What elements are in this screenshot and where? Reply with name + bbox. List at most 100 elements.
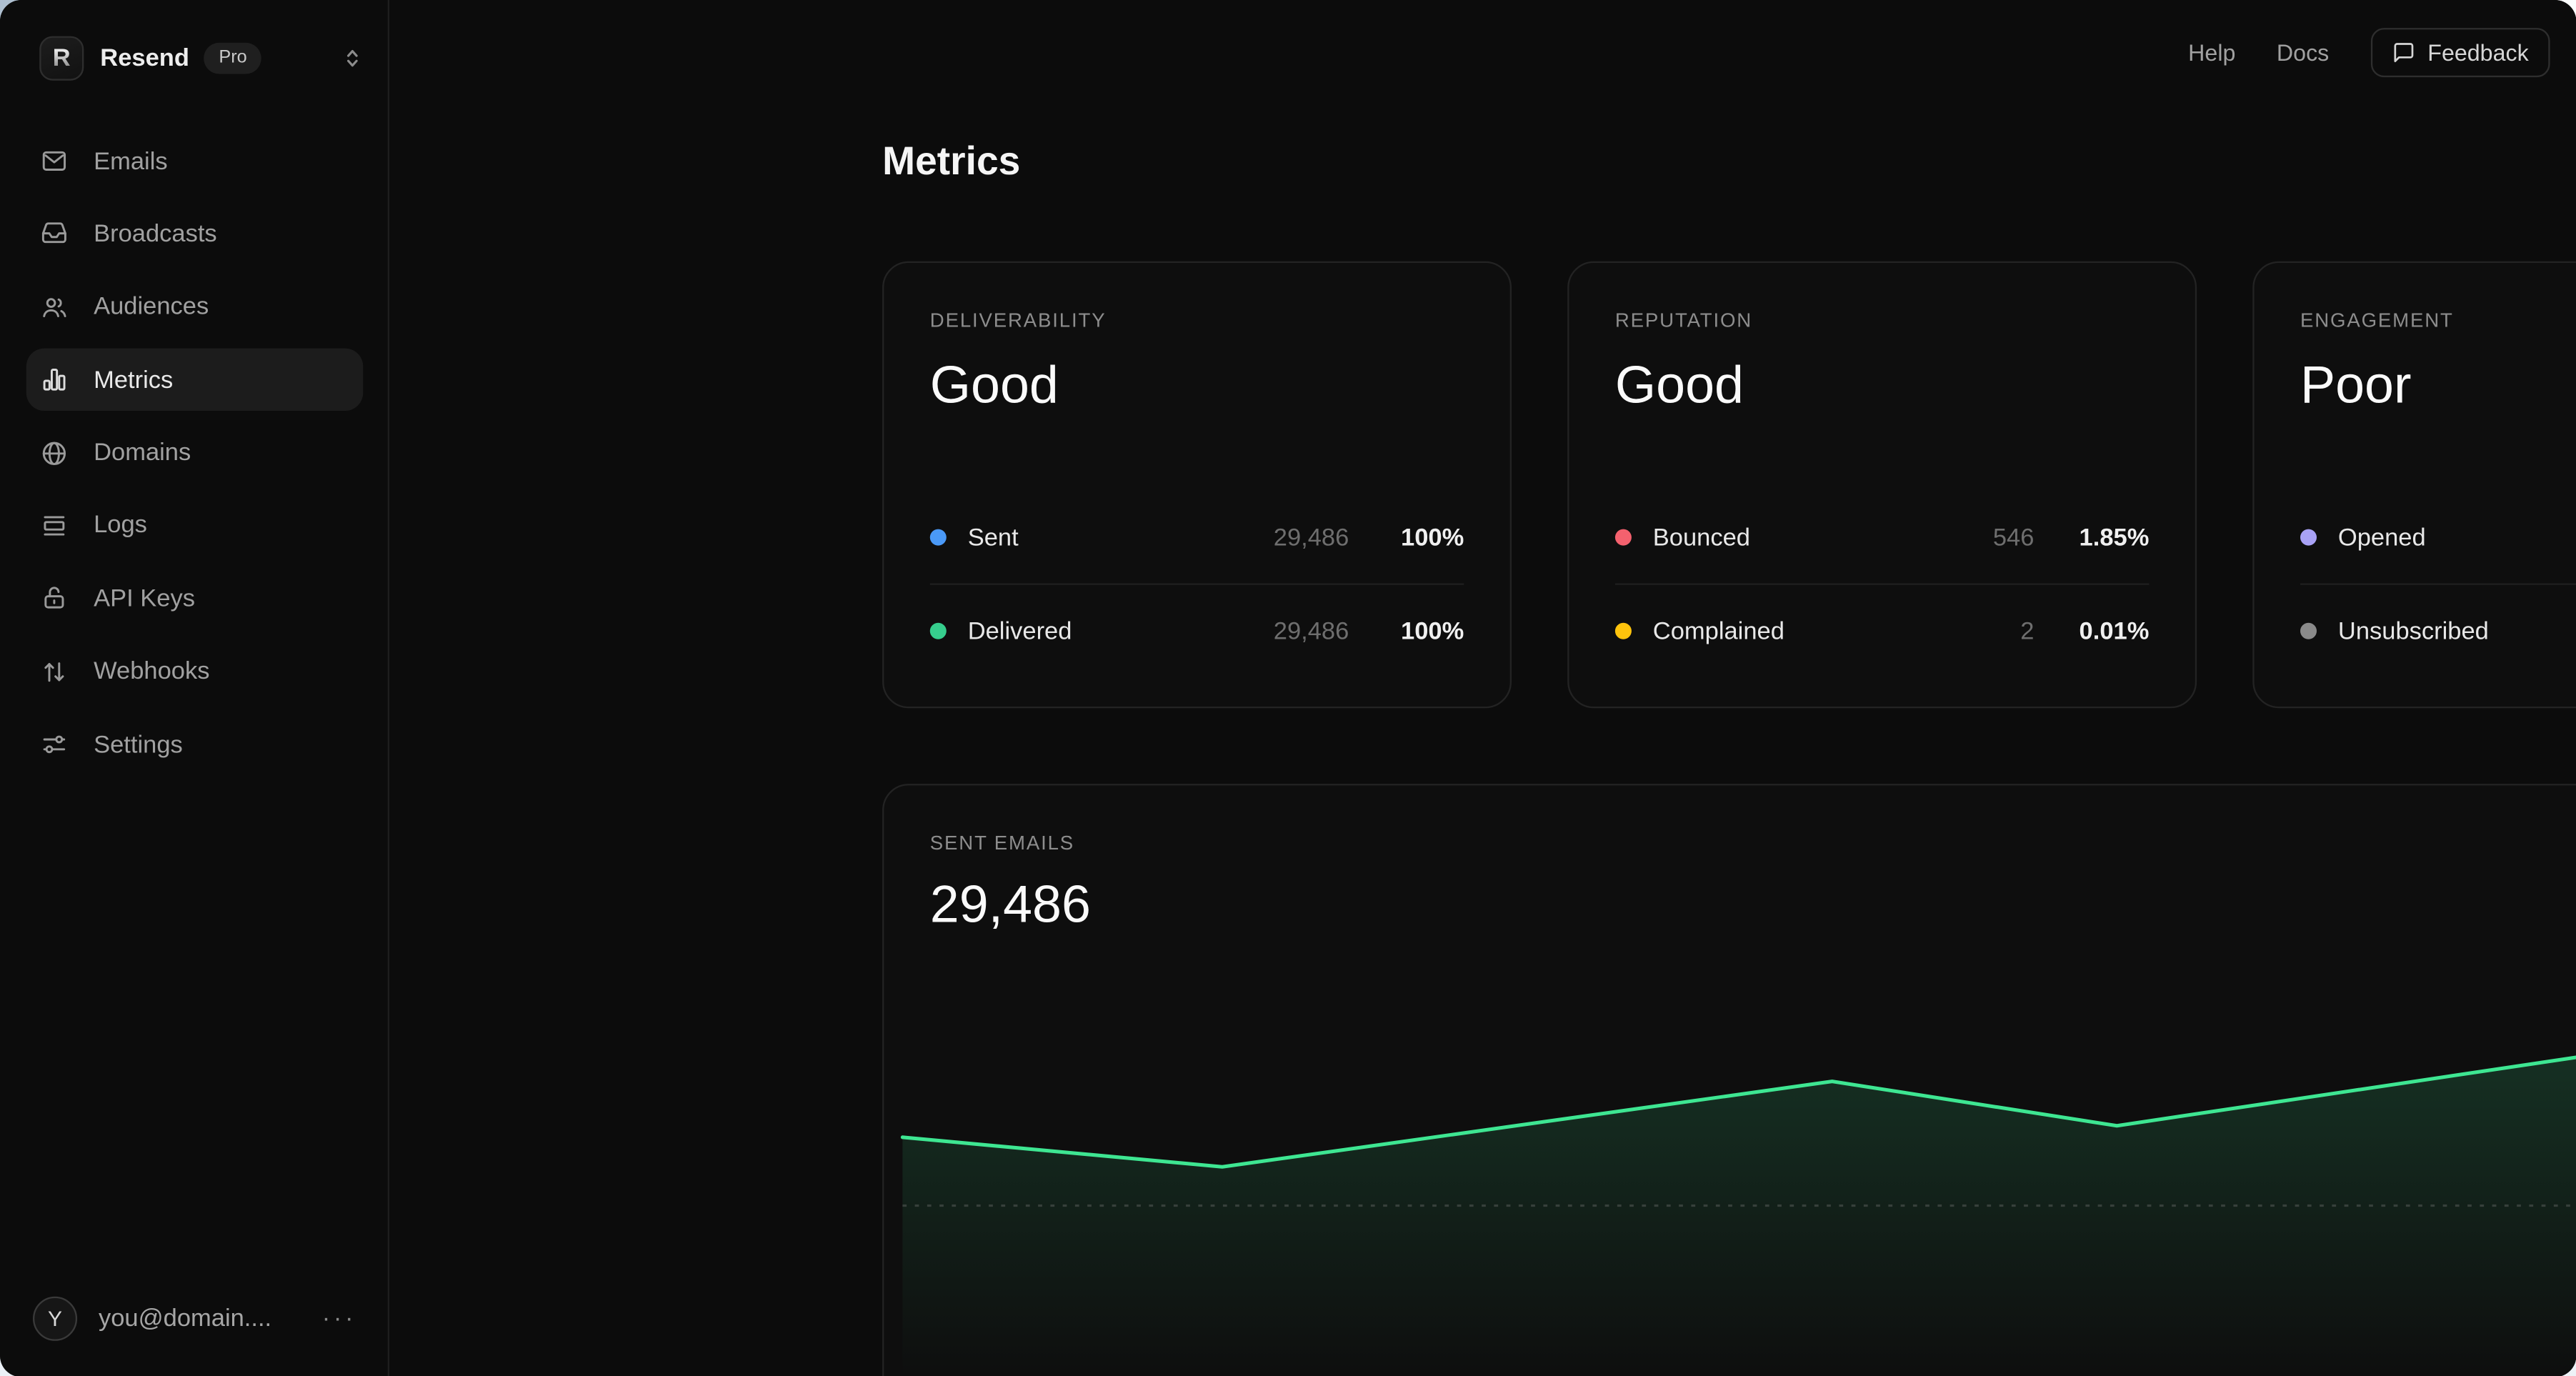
row-label: Bounced [1652, 523, 1751, 552]
row-count: 29,486 [1273, 523, 1349, 552]
topbar: Help Docs Feedback [2188, 28, 2550, 78]
plan-badge: Pro [204, 41, 262, 74]
row-percent: 100% [1401, 617, 1464, 645]
sidebar-item-label: Metrics [94, 366, 174, 394]
page-title: Metrics [882, 139, 1021, 184]
users-icon [43, 297, 66, 317]
sidebar-nav: Emails Broadcasts Audiences Metrics Doma… [26, 130, 364, 787]
metric-row-bounced: Bounced 546 1.85% [1614, 492, 2150, 584]
bounced-dot [1614, 529, 1632, 546]
sidebar-item-label: Emails [94, 146, 168, 175]
sidebar-item-audiences[interactable]: Audiences [26, 276, 364, 338]
user-account-row[interactable]: Y you@domain.... ··· [26, 1285, 364, 1351]
sidebar-item-api-keys[interactable]: API Keys [26, 567, 364, 629]
logs-icon [44, 516, 65, 536]
bar-chart-icon [43, 369, 66, 391]
card-category: ENGAGEMENT [2300, 309, 2454, 332]
sent-emails-category: SENT EMAILS [929, 831, 1075, 854]
row-label: Unsubscribed [2337, 617, 2489, 645]
row-count: 546 [1992, 523, 2035, 552]
inbox-icon [41, 223, 66, 244]
row-label: Delivered [967, 617, 1072, 645]
metric-row-delivered: Delivered 29,486 100% [929, 585, 1464, 677]
reputation-card: REPUTATION Good Bounced 546 1.85% Compla… [1567, 261, 2197, 709]
engagement-card: ENGAGEMENT Poor Opened 0 0% Unsubscribed [2252, 261, 2576, 709]
row-label: Sent [967, 523, 1019, 552]
sidebar-item-emails[interactable]: Emails [26, 130, 364, 192]
sidebar-item-metrics[interactable]: Metrics [26, 348, 364, 412]
sidebar-item-label: Broadcasts [94, 219, 217, 249]
user-avatar-initial: Y [48, 1305, 63, 1330]
row-count: 0 [2426, 524, 2576, 552]
row-count: 137 [2489, 617, 2576, 645]
card-rows: Sent 29,486 100% Delivered 29,486 100% [929, 492, 1464, 677]
row-label: Complained [1652, 617, 1784, 645]
resend-logo: R [39, 35, 84, 80]
metric-row-opened: Opened 0 0% [2300, 492, 2576, 584]
lock-icon [44, 587, 64, 609]
chart-line [900, 1055, 2576, 1169]
sidebar-item-webhooks[interactable]: Webhooks [26, 640, 364, 702]
sent-emails-chart-svg [900, 1055, 2576, 1376]
sidebar-item-label: Webhooks [94, 657, 210, 686]
arrows-up-down-icon [44, 662, 64, 682]
workspace-header: R Resend Pro [39, 33, 364, 82]
card-category: DELIVERABILITY [929, 309, 1107, 332]
row-percent: 0.01% [2079, 617, 2150, 645]
complained-dot [1614, 622, 1632, 639]
metric-row-sent: Sent 29,486 100% [929, 492, 1464, 584]
card-rows: Bounced 546 1.85% Complained 2 0.01% [1614, 492, 2150, 677]
row-percent: 1.85% [2079, 523, 2150, 552]
row-count: 29,486 [1273, 617, 1349, 645]
feedback-label: Feedback [2427, 39, 2529, 66]
delivered-dot [929, 622, 947, 639]
sidebar-item-settings[interactable]: Settings [26, 713, 364, 775]
docs-link[interactable]: Docs [2276, 39, 2330, 66]
user-email: you@domain.... [99, 1304, 272, 1332]
metric-row-unsubscribed: Unsubscribed 137 0.46% [2300, 585, 2576, 677]
help-link[interactable]: Help [2188, 39, 2236, 66]
deliverability-card: DELIVERABILITY Good Sent 29,486 100% Del… [882, 261, 1512, 709]
sent-emails-card: SENT EMAILS 29,486 [882, 784, 2576, 1376]
unsubscribed-dot [2300, 622, 2317, 639]
sidebar-item-logs[interactable]: Logs [26, 494, 364, 557]
resend-logo-letter: R [52, 43, 71, 72]
row-divider [1614, 583, 2150, 585]
user-menu-button[interactable]: ··· [321, 1304, 357, 1332]
row-count: 2 [2020, 617, 2035, 645]
user-avatar: Y [33, 1295, 78, 1340]
card-status: Good [1614, 354, 1744, 414]
sidebar-item-label: Settings [94, 730, 183, 759]
message-square-icon [2393, 43, 2413, 63]
chart-area-fill [902, 1057, 2576, 1376]
metric-row-complained: Complained 2 0.01% [1614, 585, 2150, 677]
sidebar-item-label: Audiences [94, 293, 209, 321]
sidebar-item-label: Domains [94, 439, 191, 467]
sidebar-item-domains[interactable]: Domains [26, 422, 364, 484]
card-status: Good [929, 354, 1059, 414]
brand-name: Resend [100, 43, 189, 72]
sent-emails-chart: 6k4,5k3k2k [884, 1009, 2576, 1376]
row-label: Opened [2337, 523, 2426, 552]
opened-dot [2300, 529, 2317, 546]
card-status: Poor [2300, 354, 2412, 414]
sent-emails-header: SENT EMAILS 29,486 [884, 785, 2576, 934]
feedback-button[interactable]: Feedback [2370, 28, 2550, 78]
globe-icon [42, 441, 66, 464]
sent-emails-total: 29,486 [929, 874, 1091, 934]
row-percent: 100% [1401, 523, 1464, 552]
row-divider [2300, 583, 2576, 585]
workspace-switcher-button[interactable] [340, 45, 365, 70]
row-divider [929, 583, 1464, 585]
card-rows: Opened 0 0% Unsubscribed 137 0.46% [2300, 492, 2576, 677]
sidebar-item-label: API Keys [94, 584, 196, 613]
sidebar: R Resend Pro Emails Broadcasts [0, 0, 390, 1376]
summary-cards: DELIVERABILITY Good Sent 29,486 100% Del… [882, 261, 2576, 709]
sidebar-item-broadcasts[interactable]: Broadcasts [26, 203, 364, 265]
sent-dot [929, 529, 947, 546]
card-category: REPUTATION [1614, 309, 1753, 332]
chevrons-up-down-icon [347, 49, 358, 66]
main-content: Help Docs Feedback Metrics DELIVERABILIT… [389, 0, 2576, 1376]
